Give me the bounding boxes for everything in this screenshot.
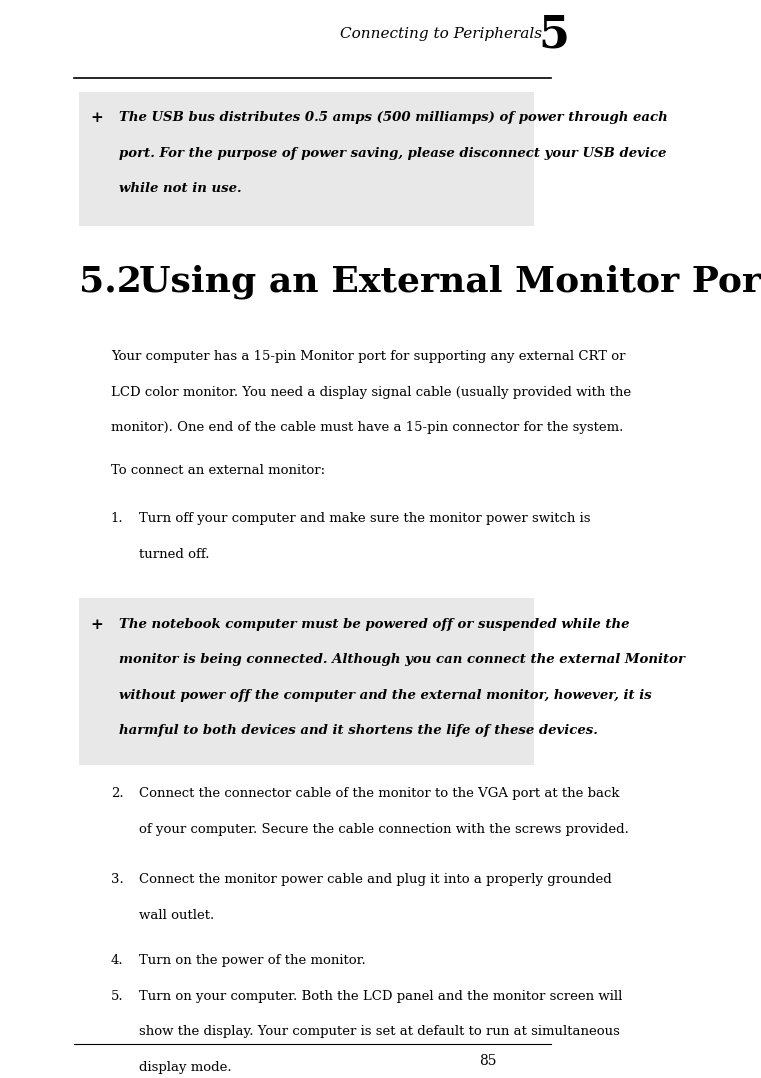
Text: Connect the monitor power cable and plug it into a properly grounded: Connect the monitor power cable and plug… [139, 873, 612, 886]
Text: 3.: 3. [110, 873, 123, 886]
Text: while not in use.: while not in use. [119, 182, 242, 195]
Text: +: + [90, 111, 103, 125]
Text: without power off the computer and the external monitor, however, it is: without power off the computer and the e… [119, 689, 652, 702]
Text: To connect an external monitor:: To connect an external monitor: [110, 464, 325, 476]
Text: 2.: 2. [110, 787, 123, 800]
Text: monitor). One end of the cable must have a 15-pin connector for the system.: monitor). One end of the cable must have… [110, 421, 623, 434]
Text: The notebook computer must be powered off or suspended while the: The notebook computer must be powered of… [119, 618, 629, 631]
Text: 5.2: 5.2 [79, 264, 142, 299]
Text: of your computer. Secure the cable connection with the screws provided.: of your computer. Secure the cable conne… [139, 823, 629, 835]
Text: 5: 5 [538, 13, 569, 56]
Text: Connect the connector cable of the monitor to the VGA port at the back: Connect the connector cable of the monit… [139, 787, 619, 800]
Text: show the display. Your computer is set at default to run at simultaneous: show the display. Your computer is set a… [139, 1025, 620, 1038]
Text: Connecting to Peripherals: Connecting to Peripherals [340, 27, 542, 41]
Text: display mode.: display mode. [139, 1061, 231, 1074]
Text: Using an External Monitor Port: Using an External Monitor Port [139, 264, 761, 299]
Text: LCD color monitor. You need a display signal cable (usually provided with the: LCD color monitor. You need a display si… [110, 386, 631, 399]
Text: wall outlet.: wall outlet. [139, 909, 215, 922]
Text: port. For the purpose of power saving, please disconnect your USB device: port. For the purpose of power saving, p… [119, 147, 667, 160]
Text: 85: 85 [479, 1054, 497, 1068]
Text: Turn off your computer and make sure the monitor power switch is: Turn off your computer and make sure the… [139, 512, 591, 525]
Text: Your computer has a 15-pin Monitor port for supporting any external CRT or: Your computer has a 15-pin Monitor port … [110, 350, 626, 363]
Text: turned off.: turned off. [139, 548, 209, 561]
Text: 4.: 4. [110, 954, 123, 967]
Text: The USB bus distributes 0.5 amps (500 milliamps) of power through each: The USB bus distributes 0.5 amps (500 mi… [119, 111, 668, 124]
Text: +: + [90, 618, 103, 632]
FancyBboxPatch shape [79, 92, 533, 226]
Text: harmful to both devices and it shortens the life of these devices.: harmful to both devices and it shortens … [119, 724, 598, 737]
FancyBboxPatch shape [79, 598, 533, 765]
Text: Turn on your computer. Both the LCD panel and the monitor screen will: Turn on your computer. Both the LCD pane… [139, 990, 622, 1003]
Text: 1.: 1. [110, 512, 123, 525]
Text: monitor is being connected. Although you can connect the external Monitor: monitor is being connected. Although you… [119, 653, 685, 666]
Text: Turn on the power of the monitor.: Turn on the power of the monitor. [139, 954, 366, 967]
Text: 5.: 5. [110, 990, 123, 1003]
